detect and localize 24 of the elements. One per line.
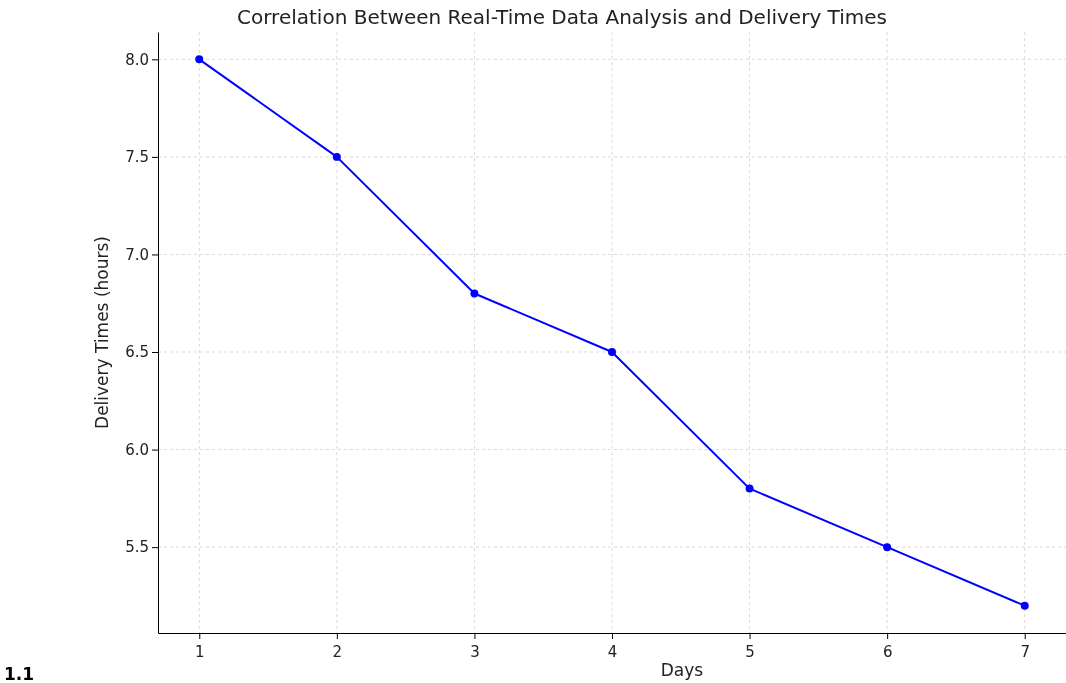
point	[470, 289, 479, 298]
x-tick-label: 4	[607, 643, 618, 661]
y-tick-label: 7.0	[125, 245, 149, 264]
point	[195, 55, 204, 64]
y-axis-title: Delivery Times (hours)	[92, 236, 112, 429]
x-tick-label: 1	[195, 643, 205, 661]
y-tick-label: 8.0	[125, 50, 149, 69]
x-axis-title: Days	[660, 660, 704, 680]
point	[1020, 601, 1029, 610]
y-tick-label: 6.0	[125, 440, 149, 459]
point	[608, 348, 616, 356]
y-tick-label: 7.5	[125, 148, 149, 167]
x-tick-label: 7	[1020, 643, 1030, 661]
text: 1.1	[4, 664, 35, 683]
y-tick-label: 6.5	[125, 343, 149, 362]
chart-title: Correlation Between Real-Time Data Analysis and Delivery Times	[237, 5, 887, 29]
x-tick-label: 3	[470, 643, 480, 661]
point	[883, 543, 892, 552]
point	[332, 152, 341, 161]
y-tick-label: 5.5	[125, 538, 149, 557]
x-tick-label: 6	[882, 643, 893, 661]
point	[745, 484, 754, 493]
x-tick-label: 5	[745, 643, 755, 661]
x-tick-label: 2	[332, 643, 343, 661]
